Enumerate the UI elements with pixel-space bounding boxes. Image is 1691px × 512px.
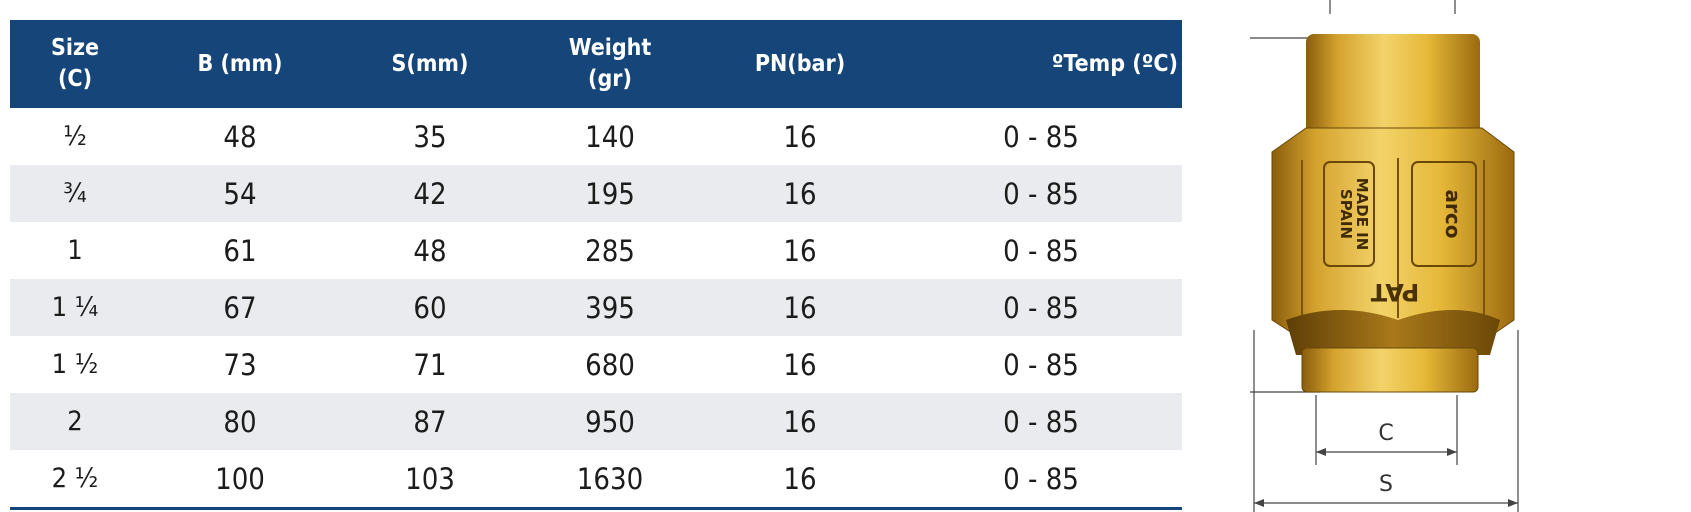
cell-weight: 195: [520, 165, 700, 222]
cell-temp: 0 - 85: [900, 279, 1182, 336]
dimension-s: S: [1253, 330, 1519, 512]
cell-temp: 0 - 85: [900, 393, 1182, 450]
cell-s: 60: [340, 279, 520, 336]
cell-s: 35: [413, 119, 447, 154]
header-size: Size (C): [50, 35, 100, 92]
table-row: 2 ½ 100 103 1630 16 0 - 85: [10, 450, 1182, 510]
cell-temp: 0 - 85: [1003, 347, 1079, 382]
marking-country: SPAIN: [1337, 189, 1355, 239]
table-header-row: Size (C) B (mm) S(mm) Weight (gr) PN(bar…: [10, 20, 1182, 108]
cell-size: 1 ¼: [10, 279, 140, 336]
cell-size: 1 ½: [51, 349, 99, 380]
cell-pn: 16: [783, 347, 817, 382]
valve-body: MADE IN SPAIN arco PAT: [1271, 34, 1515, 393]
cell-temp: 0 - 85: [900, 450, 1182, 510]
cell-temp: 0 - 85: [900, 165, 1182, 222]
cell-pn: 16: [700, 279, 900, 336]
cell-b: 73: [223, 347, 257, 382]
cell-weight: 140: [585, 119, 635, 154]
cell-pn: 16: [700, 393, 900, 450]
cell-weight: 680: [585, 347, 635, 382]
table-row: ½ 48 35 140 16 0 - 85: [10, 108, 1182, 165]
cell-pn: 16: [700, 165, 900, 222]
cell-weight: 1630: [520, 450, 700, 510]
table-row: 1 ½ 73 71 680 16 0 - 85: [10, 336, 1182, 393]
cell-temp: 0 - 85: [1003, 119, 1079, 154]
table-row: ¾ 54 42 195 16 0 - 85: [10, 165, 1182, 222]
cell-b: 61: [223, 233, 257, 268]
cell-pn: 16: [783, 119, 817, 154]
dimension-s-label: S: [1379, 472, 1393, 497]
cell-b: 54: [140, 165, 340, 222]
cell-temp: 0 - 85: [1003, 233, 1079, 268]
header-s: S(mm): [391, 50, 469, 77]
cell-weight: 950: [520, 393, 700, 450]
cell-s: 103: [340, 450, 520, 510]
cell-b: 48: [223, 119, 257, 154]
cell-size: ¾: [10, 165, 140, 222]
dimension-c-label: C: [1378, 421, 1393, 446]
cell-size: 2 ½: [10, 450, 140, 510]
marking-brand: arco: [1441, 190, 1465, 239]
cell-pn: 16: [700, 450, 900, 510]
cell-size: 2: [10, 393, 140, 450]
cell-size: ½: [63, 121, 87, 152]
cell-s: 48: [413, 233, 447, 268]
cell-weight: 285: [585, 233, 635, 268]
valve-drawing: B MADE IN SPAIN arco PAT C S: [1250, 0, 1519, 512]
specifications-table: Size (C) B (mm) S(mm) Weight (gr) PN(bar…: [10, 20, 1182, 510]
cell-s: 87: [340, 393, 520, 450]
header-pn: PN(bar): [754, 50, 846, 77]
cell-b: 67: [140, 279, 340, 336]
header-b: B (mm): [197, 50, 283, 77]
cell-b: 80: [140, 393, 340, 450]
header-weight: Weight (gr): [568, 35, 652, 92]
cell-s: 71: [413, 347, 447, 382]
cell-size: 1: [67, 235, 83, 266]
cell-s: 42: [340, 165, 520, 222]
table-row: 2 80 87 950 16 0 - 85: [10, 393, 1182, 450]
marking-pat: PAT: [1370, 278, 1419, 306]
cell-b: 100: [140, 450, 340, 510]
cell-pn: 16: [783, 233, 817, 268]
table-row: 1 61 48 285 16 0 - 85: [10, 222, 1182, 279]
header-temp: ºTemp (ºC): [1051, 50, 1178, 77]
marking-made-in: MADE IN: [1353, 178, 1371, 251]
table-row: 1 ¼ 67 60 395 16 0 - 85: [10, 279, 1182, 336]
dimension-c: C: [1315, 395, 1458, 465]
cell-weight: 395: [520, 279, 700, 336]
